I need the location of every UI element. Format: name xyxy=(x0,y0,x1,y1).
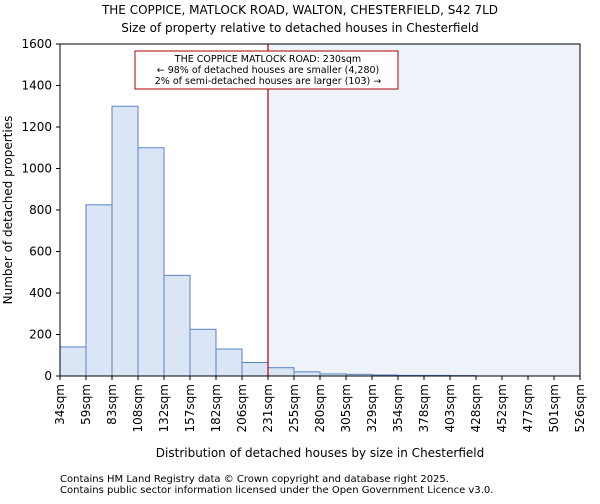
x-tick-label: 501sqm xyxy=(547,384,561,432)
y-tick-label: 800 xyxy=(29,203,52,217)
x-tick-label: 354sqm xyxy=(391,384,405,432)
bar-34sqm xyxy=(60,347,86,376)
x-tick-label: 255sqm xyxy=(287,384,301,432)
x-tick-label: 34sqm xyxy=(53,384,67,425)
annotation-box: THE COPPICE MATLOCK ROAD: 230sqm ← 98% o… xyxy=(135,51,398,89)
plot-background xyxy=(268,44,580,376)
y-tick-label: 1000 xyxy=(21,162,52,176)
x-tick-label: 83sqm xyxy=(105,384,119,425)
x-axis-label: Distribution of detached houses by size … xyxy=(156,446,484,460)
annotation-line-3: 2% of semi-detached houses are larger (1… xyxy=(155,76,382,87)
x-tick-label: 403sqm xyxy=(443,384,457,432)
annotation-line-2: ← 98% of detached houses are smaller (4,… xyxy=(157,65,380,76)
x-tick-label: 231sqm xyxy=(261,384,275,432)
annotation-line-1: THE COPPICE MATLOCK ROAD: 230sqm xyxy=(174,54,361,65)
x-tick-label: 452sqm xyxy=(495,384,509,432)
x-tick-label: 59sqm xyxy=(79,384,93,425)
x-tick-label: 182sqm xyxy=(209,384,223,432)
bar-182sqm xyxy=(216,349,242,376)
y-tick-label: 600 xyxy=(29,245,52,259)
x-tick-label: 378sqm xyxy=(417,384,431,432)
bar-108sqm xyxy=(138,148,164,376)
footer: Contains HM Land Registry data © Crown c… xyxy=(60,474,493,496)
y-tick-label: 1600 xyxy=(21,37,52,51)
x-tick-label: 108sqm xyxy=(131,384,145,432)
x-tick-label: 477sqm xyxy=(521,384,535,432)
chart-title: THE COPPICE, MATLOCK ROAD, WALTON, CHEST… xyxy=(101,3,498,17)
bar-157sqm xyxy=(190,329,216,376)
y-tick-label: 400 xyxy=(29,286,52,300)
bar-59sqm xyxy=(86,205,112,376)
x-tick-label: 329sqm xyxy=(365,384,379,432)
bar-132sqm xyxy=(164,275,190,376)
x-tick-label: 526sqm xyxy=(573,384,587,432)
x-tick-label: 280sqm xyxy=(313,384,327,432)
x-tick-label: 157sqm xyxy=(183,384,197,432)
bar-231sqm xyxy=(268,368,294,376)
bar-206sqm xyxy=(242,363,268,376)
bar-255sqm xyxy=(294,372,320,376)
footer-line-1: Contains HM Land Registry data © Crown c… xyxy=(60,474,493,485)
y-tick-label: 0 xyxy=(44,369,52,383)
x-tick-label: 305sqm xyxy=(339,384,353,432)
x-tick-label: 206sqm xyxy=(235,384,249,432)
bar-83sqm xyxy=(112,106,138,376)
footer-line-2: Contains public sector information licen… xyxy=(60,485,493,496)
y-tick-label: 1200 xyxy=(21,120,52,134)
y-axis-label: Number of detached properties xyxy=(1,116,15,305)
x-tick-label: 132sqm xyxy=(157,384,171,432)
chart-subtitle: Size of property relative to detached ho… xyxy=(121,21,479,35)
y-tick-label: 1400 xyxy=(21,79,52,93)
highlight-region xyxy=(268,44,580,376)
y-tick-label: 200 xyxy=(29,328,52,342)
x-tick-label: 428sqm xyxy=(469,384,483,432)
